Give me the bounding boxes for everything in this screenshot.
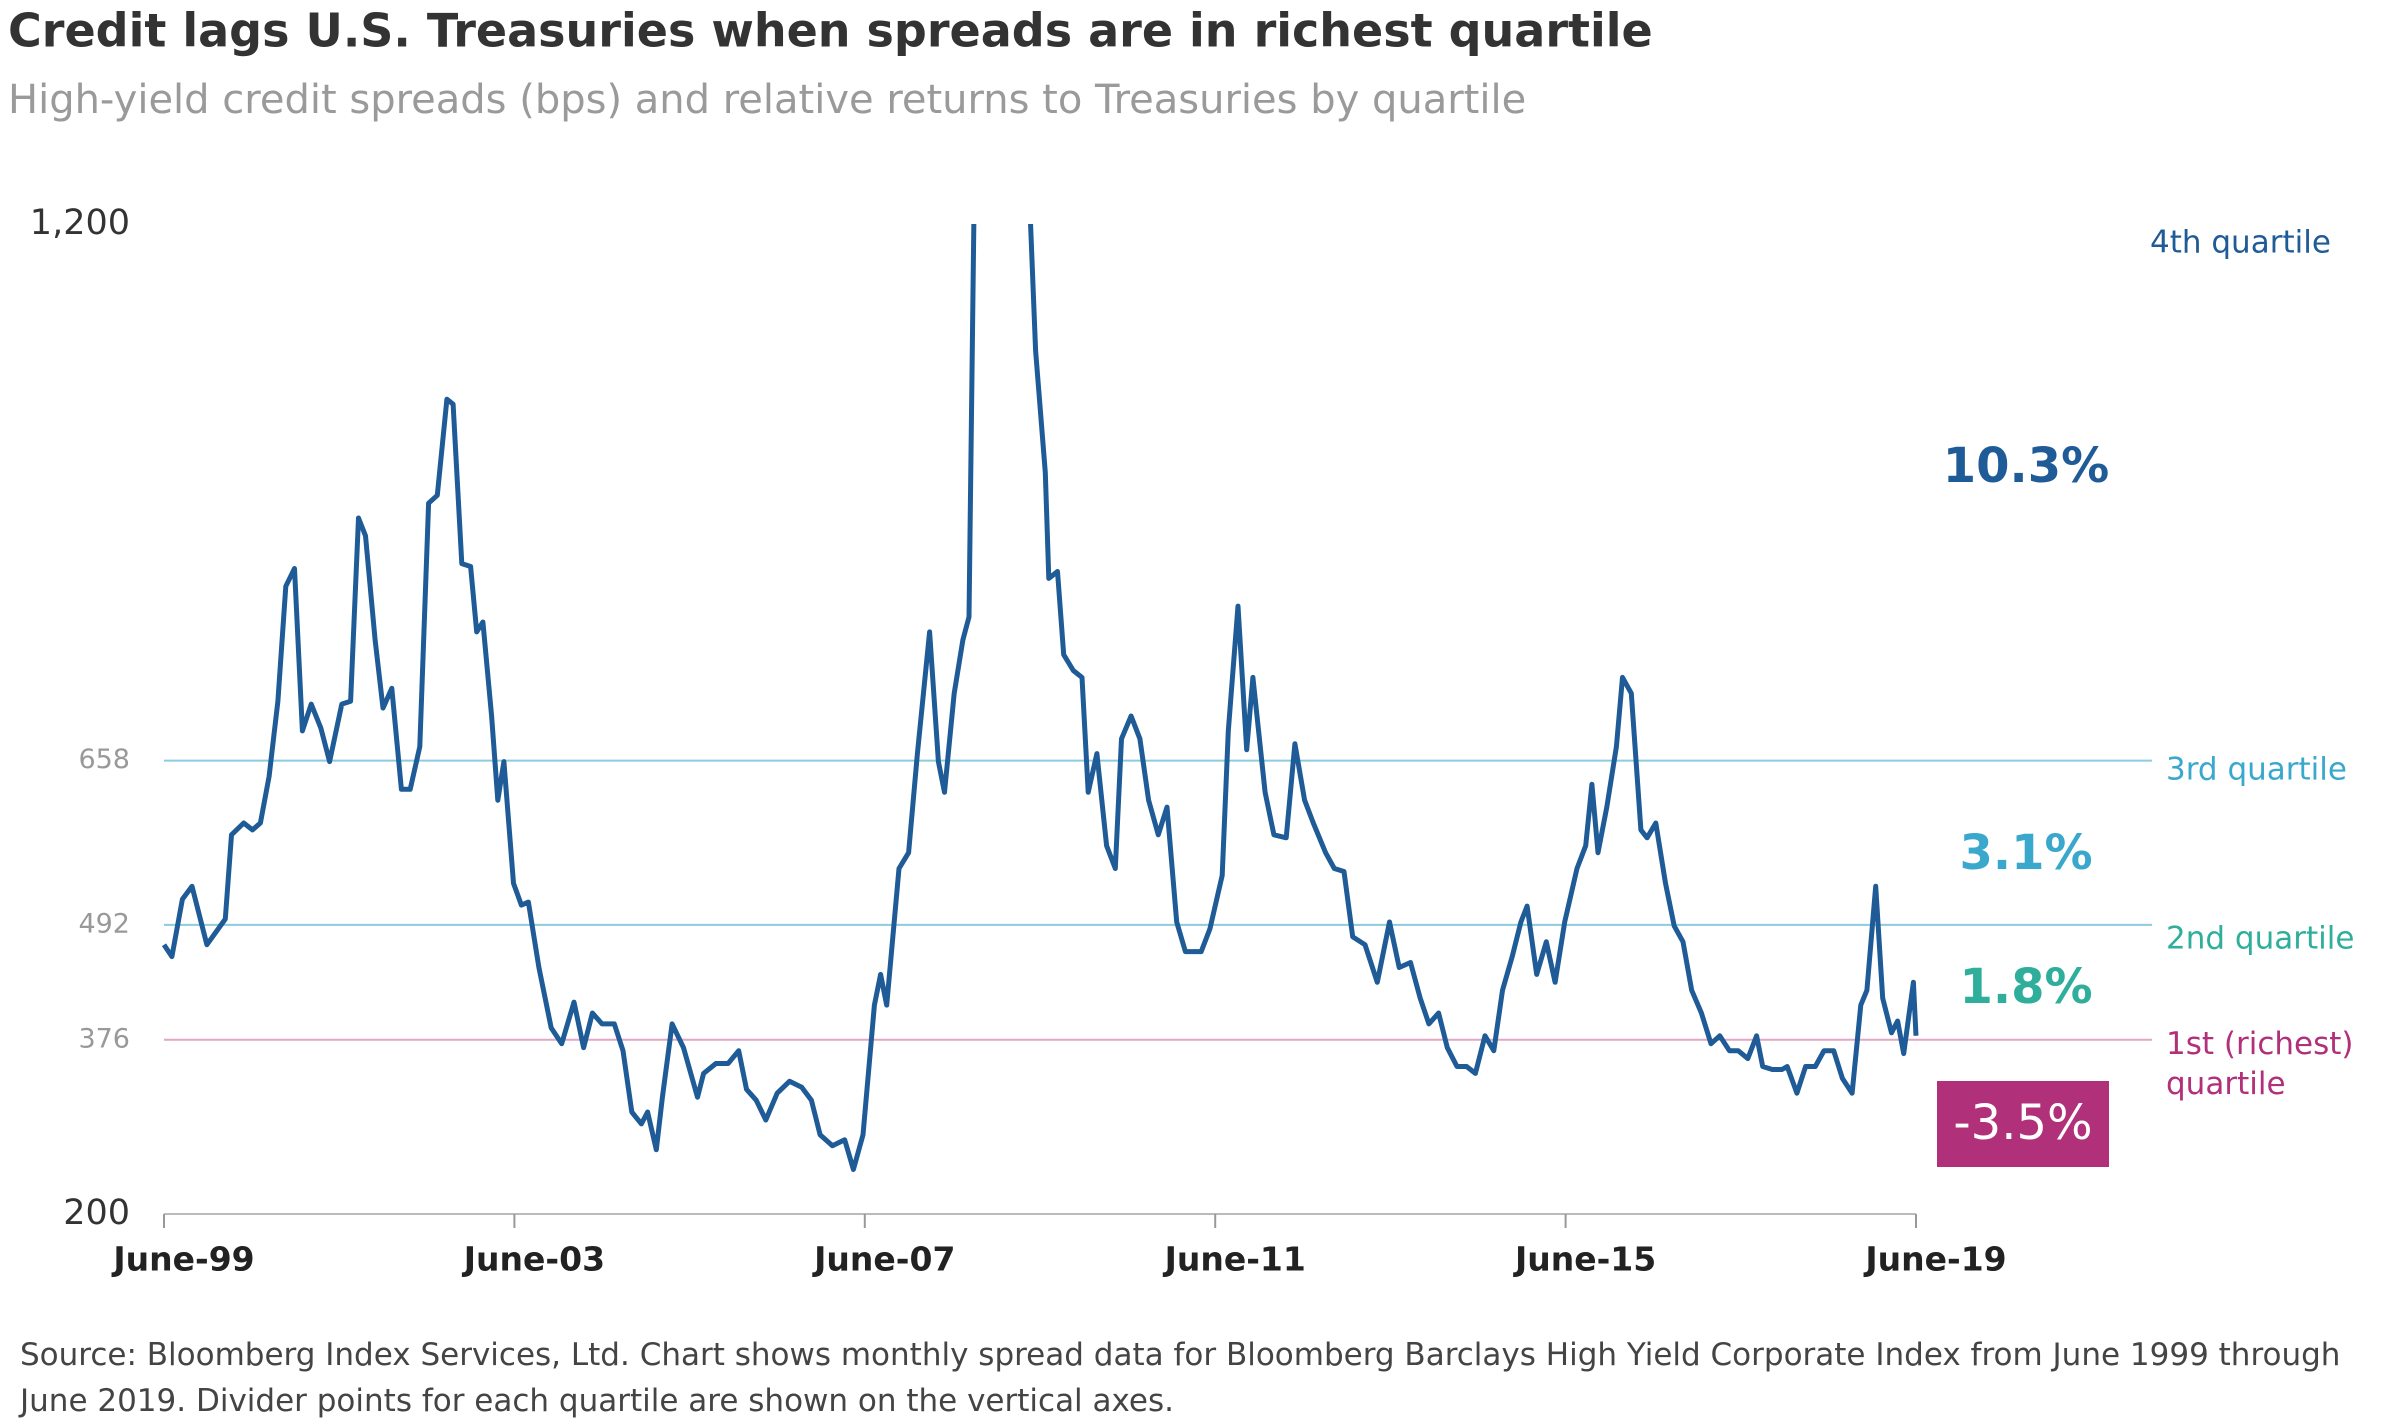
spread-line bbox=[161, 224, 1919, 1172]
x-tick-label: June-15 bbox=[1513, 1240, 1656, 1279]
y-tick-label: 200 bbox=[63, 1193, 130, 1233]
chart-title: Credit lags U.S. Treasuries when spreads… bbox=[8, 4, 1653, 58]
quartile-name: 2nd quartile bbox=[2166, 921, 2354, 957]
chart-subtitle: High-yield credit spreads (bps) and rela… bbox=[8, 77, 1526, 123]
x-tick-label: June-03 bbox=[462, 1240, 605, 1279]
x-tick-label: June-07 bbox=[812, 1240, 955, 1279]
x-tick-label: June-11 bbox=[1163, 1240, 1306, 1279]
quartile-return: 10.3% bbox=[1943, 438, 2110, 494]
quartile-return: 3.1% bbox=[1959, 825, 2092, 881]
quartile-name: 3rd quartile bbox=[2166, 752, 2347, 788]
y-tick-label: 1,200 bbox=[30, 203, 130, 243]
quartile-return: 1.8% bbox=[1959, 959, 2092, 1015]
chart: Credit lags U.S. Treasuries when spreads… bbox=[8, 4, 2354, 1279]
x-tick-label: June-99 bbox=[111, 1240, 254, 1279]
return-box bbox=[1937, 1081, 2109, 1167]
source-note: Source: Bloomberg Index Services, Ltd. C… bbox=[20, 1337, 2341, 1419]
x-tick-label: June-19 bbox=[1863, 1240, 2006, 1279]
y-tick-label: 658 bbox=[78, 744, 130, 775]
quartile-name: 1st (richest) quartile bbox=[2166, 1026, 2354, 1102]
quartile-return: -3.5% bbox=[1953, 1095, 2092, 1151]
y-tick-label: 492 bbox=[78, 908, 130, 939]
y-tick-label: 376 bbox=[78, 1023, 130, 1054]
quartile-name: 4th quartile bbox=[2150, 225, 2331, 261]
